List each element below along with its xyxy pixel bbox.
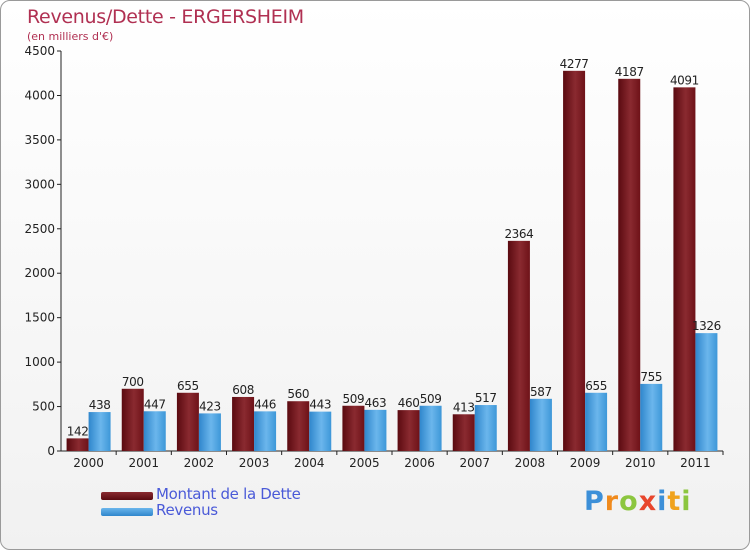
value-label: 560	[287, 387, 309, 401]
y-tick-label: 2500	[24, 222, 55, 236]
value-label: 4277	[560, 57, 589, 71]
logo-letter: t	[667, 486, 682, 517]
bar-dette	[176, 392, 199, 451]
value-label: 443	[309, 398, 331, 412]
y-tick-label: 1500	[24, 311, 55, 325]
logo-letter: P	[584, 486, 605, 517]
logo-letter: i	[681, 486, 692, 517]
value-label: 413	[453, 400, 475, 414]
legend-swatch-debt	[101, 492, 153, 500]
x-tick-label: 2011	[680, 456, 711, 470]
value-label: 423	[199, 399, 221, 413]
bar-revenus	[309, 411, 332, 451]
bar-dette	[287, 401, 310, 451]
value-label: 517	[475, 391, 497, 405]
bar-revenus	[695, 333, 718, 451]
bars	[66, 70, 718, 452]
bar-revenus	[529, 398, 552, 451]
x-tick-label: 2001	[128, 456, 159, 470]
bar-dette	[618, 78, 641, 452]
value-label: 463	[365, 396, 387, 410]
bar-revenus	[585, 392, 608, 451]
bar-dette	[507, 240, 530, 451]
y-tick-label: 4500	[24, 44, 55, 58]
legend-swatch-revenus	[101, 508, 153, 516]
proxiti-logo: Proxiti	[584, 486, 692, 517]
x-tick-label: 2005	[349, 456, 380, 470]
value-label: 460	[398, 396, 420, 410]
bar-dette	[563, 70, 586, 452]
x-tick-label: 2000	[73, 456, 104, 470]
bar-revenus	[198, 413, 221, 451]
value-label: 655	[177, 379, 199, 393]
chart-title: Revenus/Dette - ERGERSHEIM	[27, 6, 304, 28]
value-label: 2364	[504, 227, 533, 241]
value-label: 447	[144, 397, 166, 411]
logo-letter: i	[657, 486, 668, 517]
y-tick-label: 4000	[24, 88, 55, 102]
bar-revenus	[143, 411, 166, 451]
bar-dette	[232, 396, 255, 451]
logo-letter: x	[638, 486, 658, 517]
bar-revenus	[419, 405, 442, 451]
x-tick-label: 2009	[570, 456, 601, 470]
value-label: 142	[67, 424, 89, 438]
x-tick-label: 2003	[239, 456, 270, 470]
x-tick-label: 2002	[184, 456, 215, 470]
y-tick-label: 3000	[24, 177, 55, 191]
bar-dette	[452, 414, 475, 451]
logo-letter: r	[604, 486, 620, 517]
bar-dette	[342, 405, 365, 451]
legend-label-revenus: Revenus	[156, 501, 218, 519]
value-label: 509	[343, 392, 365, 406]
value-label: 446	[254, 397, 276, 411]
chart-subtitle: (en milliers d'€)	[27, 30, 114, 43]
value-label: 700	[122, 375, 144, 389]
x-tick-label: 2004	[294, 456, 325, 470]
x-tick-label: 2010	[625, 456, 656, 470]
value-label: 755	[640, 370, 662, 384]
legend-label-debt: Montant de la Dette	[156, 485, 301, 503]
x-tick-label: 2008	[515, 456, 546, 470]
y-tick-label: 500	[32, 400, 55, 414]
value-label: 608	[232, 383, 254, 397]
value-label: 1326	[692, 319, 721, 333]
x-tick-label: 2006	[404, 456, 435, 470]
value-label: 587	[530, 385, 552, 399]
bar-revenus	[364, 409, 387, 451]
bar-dette	[673, 87, 696, 451]
y-tick-label: 3500	[24, 133, 55, 147]
value-label: 438	[89, 398, 111, 412]
bar-revenus	[640, 383, 663, 451]
bar-dette	[397, 410, 420, 451]
x-tick-label: 2007	[459, 456, 490, 470]
value-label: 509	[420, 392, 442, 406]
bar-revenus	[254, 411, 277, 451]
y-tick-label: 2000	[24, 266, 55, 280]
y-tick-label: 1000	[24, 355, 55, 369]
value-label: 4187	[615, 65, 644, 79]
value-label: 655	[585, 379, 607, 393]
logo-letter: o	[619, 486, 639, 517]
bar-dette	[121, 388, 144, 451]
bar-revenus	[474, 405, 497, 451]
axes: 0 500 1000 1500 2000 2500 3000 3500 4000 4500 2000…	[24, 44, 724, 470]
y-tick-label: 0	[47, 444, 55, 458]
bar-dette	[66, 438, 89, 451]
value-label: 4091	[670, 73, 699, 87]
bar-revenus	[88, 412, 111, 451]
